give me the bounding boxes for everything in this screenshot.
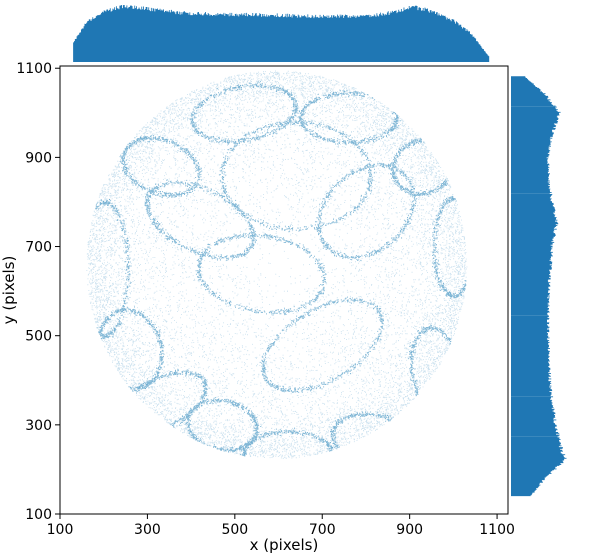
x-tick-label: 700 — [309, 522, 336, 538]
y-tick-label: 1100 — [16, 61, 52, 77]
y-tick-label: 100 — [25, 507, 52, 523]
x-marginal-histogram — [73, 5, 490, 62]
y-axis-label: y (pixels) — [0, 256, 18, 325]
x-axis-label: x (pixels) — [250, 536, 319, 554]
y-marginal-histogram — [510, 76, 567, 497]
x-tick-label: 1100 — [479, 522, 515, 538]
y-tick-label: 500 — [25, 329, 52, 345]
x-tick-label: 300 — [134, 522, 161, 538]
x-histogram-bars — [73, 5, 490, 62]
x-tick-label: 900 — [396, 522, 423, 538]
y-axis: 100 300 500 700 900 1100 — [16, 61, 60, 523]
plot-frame — [59, 65, 509, 515]
scatter-plot-area — [59, 65, 509, 515]
y-histogram-bars — [510, 76, 567, 497]
y-tick-label: 700 — [25, 240, 52, 256]
x-tick-label: 100 — [47, 522, 74, 538]
y-tick-label: 900 — [25, 150, 52, 166]
x-axis: 100 300 500 700 900 1100 — [47, 514, 515, 538]
y-tick-label: 300 — [25, 418, 52, 434]
x-tick-label: 500 — [221, 522, 248, 538]
